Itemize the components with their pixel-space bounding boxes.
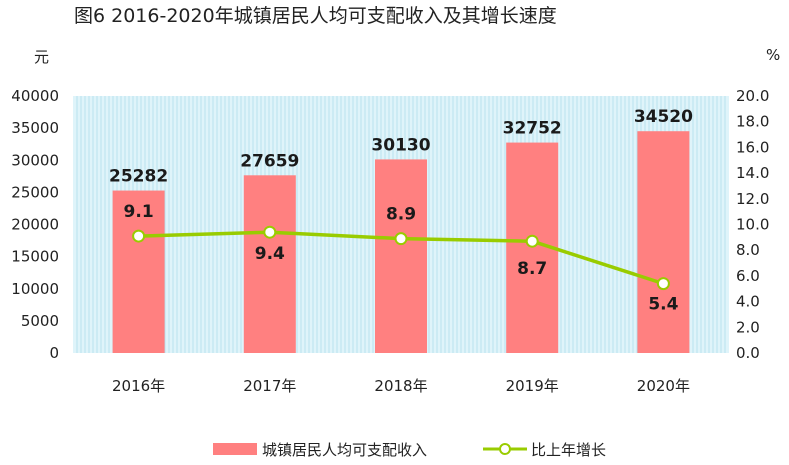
right-tick-label: 10.0 — [736, 216, 769, 234]
x-tick-label: 2018年 — [374, 377, 427, 395]
line-series — [132, 225, 670, 291]
x-tick-label: 2016年 — [112, 377, 165, 395]
bar — [375, 159, 427, 353]
growth-value-label: 9.4 — [255, 244, 285, 264]
legend-bar-swatch — [213, 443, 257, 455]
x-tick-label: 2020年 — [637, 377, 690, 395]
growth-point — [263, 225, 277, 239]
growth-point — [132, 229, 146, 243]
x-axis: 2016年 2017年 2018年 2019年 2020年 — [112, 377, 690, 395]
bar-value-label: 30130 — [371, 135, 430, 155]
right-tick-label: 2.0 — [736, 318, 760, 336]
left-tick-label: 5000 — [21, 312, 59, 330]
left-axis-unit: 元 — [34, 48, 49, 66]
bar-value-label: 34520 — [634, 107, 693, 127]
growth-value-label: 8.7 — [517, 259, 547, 279]
bar-value-label: 27659 — [240, 151, 299, 171]
bar-value-label: 32752 — [503, 119, 562, 139]
legend-line-marker — [499, 443, 511, 455]
right-tick-label: 18.0 — [736, 113, 769, 131]
left-tick-label: 15000 — [11, 248, 59, 266]
bar-value-label: 25282 — [109, 167, 168, 187]
legend-bar-label: 城镇居民人均可支配收入 — [262, 441, 427, 459]
legend-line-label: 比上年增长 — [531, 441, 606, 459]
right-tick-label: 8.0 — [736, 241, 760, 259]
left-tick-label: 40000 — [11, 87, 59, 105]
bar — [112, 190, 165, 353]
left-tick-label: 30000 — [11, 151, 59, 169]
growth-value-label: 5.4 — [648, 295, 678, 315]
left-axis: 0 5000 10000 15000 20000 25000 30000 35000 40000 — [11, 87, 59, 362]
right-axis: 0.0 2.0 4.0 6.0 8.0 10.0 12.0 14.0 16.0 18.0 20.0 — [736, 87, 769, 362]
bar — [637, 131, 690, 353]
legend: 城镇居民人均可支配收入 比上年增长 — [213, 441, 606, 459]
right-tick-label: 16.0 — [736, 138, 769, 156]
bar — [243, 175, 296, 353]
growth-point — [394, 232, 408, 246]
line-labels: 9.1 9.4 8.9 8.7 5.4 — [124, 202, 679, 315]
left-tick-label: 10000 — [11, 280, 59, 298]
bar-labels: 25282 27659 30130 32752 34520 — [109, 107, 693, 186]
chart-title: 图6 2016-2020年城镇居民人均可支配收入及其增长速度 — [74, 5, 557, 27]
right-tick-label: 4.0 — [736, 293, 760, 311]
right-tick-label: 20.0 — [736, 87, 769, 105]
right-tick-label: 12.0 — [736, 190, 769, 208]
growth-point — [525, 234, 539, 248]
right-tick-label: 14.0 — [736, 164, 769, 182]
right-tick-label: 0.0 — [736, 344, 760, 362]
x-tick-label: 2019年 — [506, 377, 559, 395]
growth-point — [656, 277, 670, 291]
left-tick-label: 35000 — [11, 119, 59, 137]
x-tick-label: 2017年 — [243, 377, 296, 395]
right-axis-unit: % — [766, 46, 780, 64]
right-tick-label: 6.0 — [736, 267, 760, 285]
growth-value-label: 9.1 — [124, 202, 154, 222]
left-tick-label: 0 — [49, 344, 59, 362]
growth-value-label: 8.9 — [386, 205, 416, 225]
left-tick-label: 20000 — [11, 216, 59, 234]
left-tick-label: 25000 — [11, 183, 59, 201]
